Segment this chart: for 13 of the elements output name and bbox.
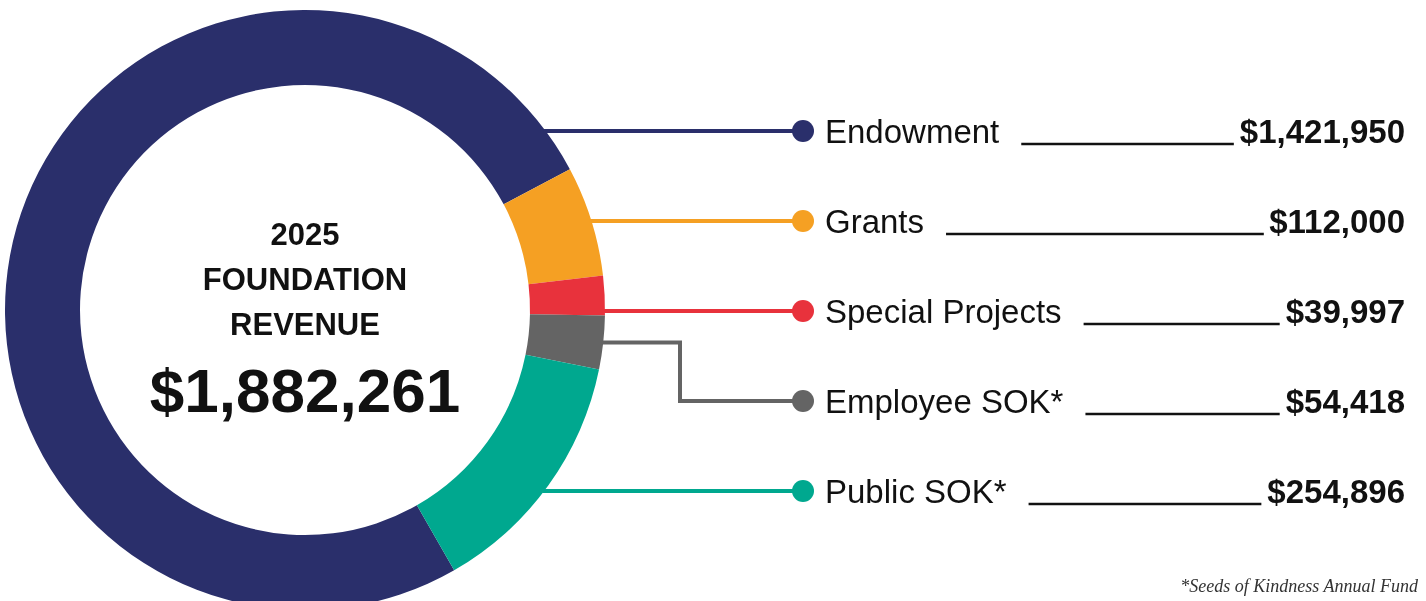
data-label: $112,000 (1269, 203, 1405, 240)
legend-label: Endowment (825, 113, 1000, 150)
data-label: $54,418 (1285, 383, 1405, 420)
data-label: $39,997 (1285, 293, 1405, 330)
legend-label: Public SOK* (825, 473, 1007, 510)
text: *Seeds of Kindness Annual Fund (1180, 576, 1419, 596)
text: $1,882,261 (149, 356, 461, 425)
text: 2025 FOUNDATION REVENUE (202, 217, 408, 342)
legend-label: Special Projects (825, 293, 1062, 330)
data-label: $254,896 (1267, 473, 1405, 510)
data-label: $1,421,950 (1239, 113, 1405, 150)
legend-label: Employee SOK* (825, 383, 1064, 420)
legend-label: Grants (825, 203, 925, 240)
